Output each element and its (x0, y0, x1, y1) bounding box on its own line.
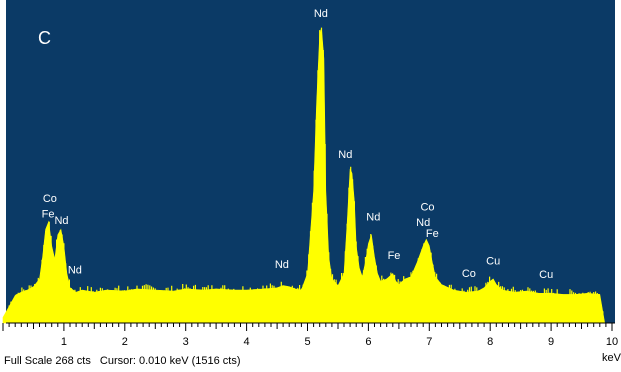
peak-label-14: Cu (539, 269, 553, 281)
cursor-readout: Cursor: 0.010 keV (1516 cts) (99, 355, 241, 367)
x-axis-ticks: 1 2 3 4 5 6 7 8 9 10 (2, 323, 618, 348)
peak-label-11: Fe (426, 228, 439, 240)
status-bar: Full Scale 268 cts Cursor: 0.010 keV (15… (4, 355, 247, 367)
panel-label: C (38, 28, 51, 48)
x-tick-label-8: 8 (487, 336, 493, 348)
x-tick-label-10: 10 (606, 336, 618, 348)
peak-label-10: Nd (416, 217, 430, 229)
peak-label-8: Fe (388, 250, 401, 262)
x-tick-label-9: 9 (548, 336, 554, 348)
peak-label-1: Fe (42, 208, 55, 220)
peak-label-2: Nd (54, 215, 68, 227)
peak-label-12: Co (462, 268, 476, 280)
peak-label-13: Cu (486, 256, 500, 268)
x-tick-label-1: 1 (61, 336, 67, 348)
peak-label-5: Nd (314, 8, 328, 20)
spectrum-noise-0 (8, 27, 604, 323)
peak-label-0: Co (43, 193, 57, 205)
full-scale-readout: Full Scale 268 cts (4, 355, 91, 367)
x-tick-label-4: 4 (244, 336, 250, 348)
peak-label-3: Nd (68, 265, 82, 277)
x-tick-label-2: 2 (122, 336, 128, 348)
x-tick-label-6: 6 (365, 336, 371, 348)
peak-label-6: Nd (338, 149, 352, 161)
peak-label-7: Nd (366, 212, 380, 224)
x-axis-unit: keV (602, 352, 621, 364)
spectrum-layer (2, 27, 606, 324)
x-tick-label-3: 3 (183, 336, 189, 348)
peak-label-4: Nd (275, 259, 289, 271)
peak-label-9: Co (420, 202, 434, 214)
x-tick-label-7: 7 (426, 336, 432, 348)
x-tick-label-5: 5 (304, 336, 310, 348)
